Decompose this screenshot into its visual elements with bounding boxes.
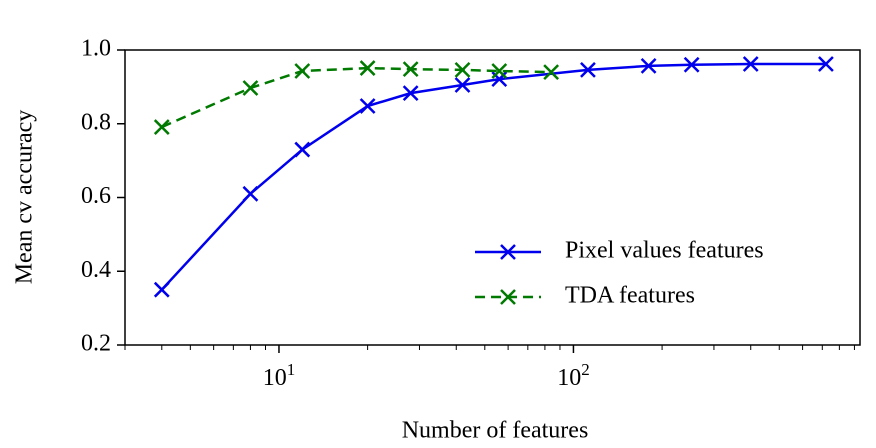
marker (359, 60, 376, 76)
y-axis-label: Mean cv accuracy (12, 110, 38, 285)
marker (580, 62, 596, 78)
marker (359, 98, 376, 114)
marker (454, 77, 471, 93)
marker (640, 57, 657, 74)
marker (242, 80, 259, 96)
y-tick-label: 1.0 (81, 36, 111, 62)
marker (454, 62, 471, 78)
marker (402, 61, 419, 78)
marker (153, 281, 170, 298)
marker (153, 119, 170, 135)
marker (683, 56, 700, 73)
y-tick-label: 0.6 (81, 183, 111, 209)
marker (491, 63, 508, 79)
marker (294, 63, 311, 79)
plot-frame (124, 49, 861, 346)
x-tick-label: 102 (557, 360, 590, 391)
legend-label: TDA features (565, 283, 695, 309)
series-line (161, 66, 552, 129)
series-line (160, 62, 826, 291)
marker (818, 56, 834, 72)
marker (402, 85, 419, 102)
legend-marker (500, 289, 516, 305)
marker (543, 64, 560, 81)
y-tick-label: 0.2 (81, 331, 111, 357)
marker (242, 185, 259, 202)
y-tick-label: 0.8 (81, 109, 111, 135)
x-tick-label: 101 (263, 360, 296, 391)
marker (742, 56, 759, 72)
legend-marker (500, 244, 516, 260)
x-axis-label: Number of features (402, 418, 589, 444)
marker (294, 141, 311, 158)
y-tick-label: 0.4 (81, 257, 111, 283)
legend-label: Pixel values features (565, 238, 764, 264)
